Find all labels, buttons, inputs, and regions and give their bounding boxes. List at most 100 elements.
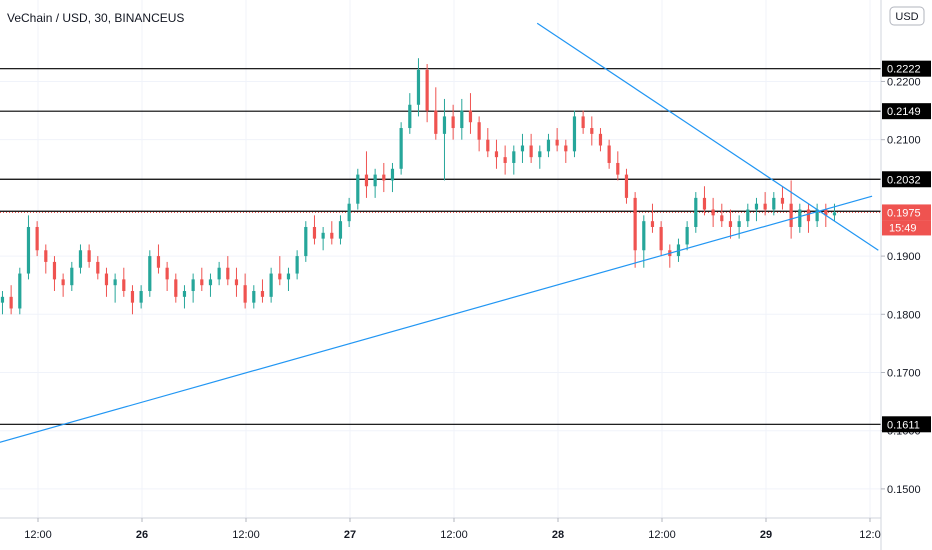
candle: [659, 221, 663, 257]
candle-body: [616, 162, 620, 175]
candle: [174, 273, 178, 303]
y-tick-label: 0.1700: [887, 367, 921, 379]
x-tick-label: 12:00: [232, 529, 260, 541]
candle: [122, 267, 126, 297]
candle-body: [113, 279, 117, 286]
candle: [538, 145, 542, 169]
price-tags: 0.22220.21490.20320.16110.19770.197515:4…: [882, 60, 931, 433]
candle: [702, 186, 707, 216]
candle-body: [555, 139, 559, 146]
candle: [754, 197, 759, 222]
candle-body: [546, 139, 551, 152]
candle: [217, 261, 221, 286]
candle-body: [685, 226, 689, 245]
candle-body: [477, 122, 481, 140]
candle: [546, 133, 551, 158]
currency-badge[interactable]: USD: [889, 6, 925, 26]
candle: [616, 151, 620, 181]
candle: [252, 285, 256, 309]
candle: [581, 110, 585, 134]
candle: [18, 267, 22, 315]
candle-body: [460, 110, 464, 129]
candle-body: [642, 221, 646, 251]
candle-body: [330, 232, 334, 239]
last-price-tag-countdown-bg: [882, 220, 931, 236]
candle: [789, 180, 793, 239]
candle-body: [763, 203, 767, 210]
candle-body: [139, 291, 143, 303]
candle-body: [711, 209, 715, 216]
candle-body: [243, 285, 247, 303]
level-tag-bg: [882, 60, 931, 77]
trendline-support: [0, 195, 873, 443]
candle: [130, 285, 135, 315]
candle-body: [373, 174, 377, 187]
currency-badge-label: USD: [895, 11, 918, 23]
candle-body: [720, 215, 724, 222]
candle-body: [503, 157, 507, 163]
candle-body: [35, 226, 39, 251]
x-tick-label: 12:00: [24, 529, 52, 541]
candle-body: [581, 116, 585, 129]
y-tick-label: 0.1900: [887, 251, 921, 263]
candle-body: [408, 104, 412, 129]
candle-body: [269, 273, 273, 297]
candle: [191, 273, 195, 303]
candle: [226, 256, 230, 286]
candle-body: [451, 116, 455, 129]
candle-body: [772, 197, 776, 210]
level-tag: 0.2032: [882, 171, 931, 188]
candle: [737, 215, 741, 239]
candle-body: [364, 174, 369, 187]
last-price-tag: 0.1975 15:49: [882, 204, 931, 236]
candle: [373, 168, 377, 198]
level-tag-label: 0.1611: [887, 419, 920, 431]
candle: [356, 168, 360, 210]
candle-body: [624, 174, 629, 198]
y-tick-label: 0.1800: [887, 309, 921, 321]
candle-body: [494, 151, 499, 158]
candle: [78, 244, 83, 274]
candle-body: [598, 133, 603, 146]
chart-title: VeChain / USD, 30, BINANCEUS: [7, 11, 184, 25]
candle: [286, 267, 291, 292]
candle-body: [468, 110, 473, 123]
candle: [460, 98, 464, 140]
candle-body: [399, 128, 403, 169]
candle: [503, 145, 507, 175]
candle-body: [416, 69, 421, 105]
x-tick-label: 12:00: [440, 529, 468, 541]
candle: [763, 192, 767, 216]
candle: [728, 209, 733, 239]
trendlines: [0, 22, 879, 443]
candle-body: [295, 256, 299, 274]
candle-body: [278, 273, 282, 280]
candle: [182, 285, 187, 309]
candle-body: [200, 279, 204, 286]
candle: [512, 145, 516, 175]
candle-body: [737, 221, 741, 227]
x-tick-label: 27: [344, 529, 356, 541]
candle: [156, 244, 161, 274]
candle-body: [87, 250, 91, 262]
countdown-label: 15:49: [889, 222, 917, 234]
candle: [798, 203, 802, 233]
candle: [35, 221, 39, 257]
candle: [399, 122, 403, 175]
candle-body: [442, 116, 447, 134]
candle-body: [564, 145, 568, 152]
y-tick-label: 0.1500: [887, 484, 921, 496]
candle: [486, 128, 490, 158]
candle-body: [650, 221, 655, 227]
candle-body: [122, 279, 126, 292]
candle-body: [659, 226, 663, 251]
candle: [780, 186, 785, 210]
candle: [234, 267, 239, 297]
candle-body: [780, 197, 785, 204]
candle: [321, 226, 325, 251]
candle-body: [96, 261, 100, 274]
candle-body: [321, 232, 325, 239]
